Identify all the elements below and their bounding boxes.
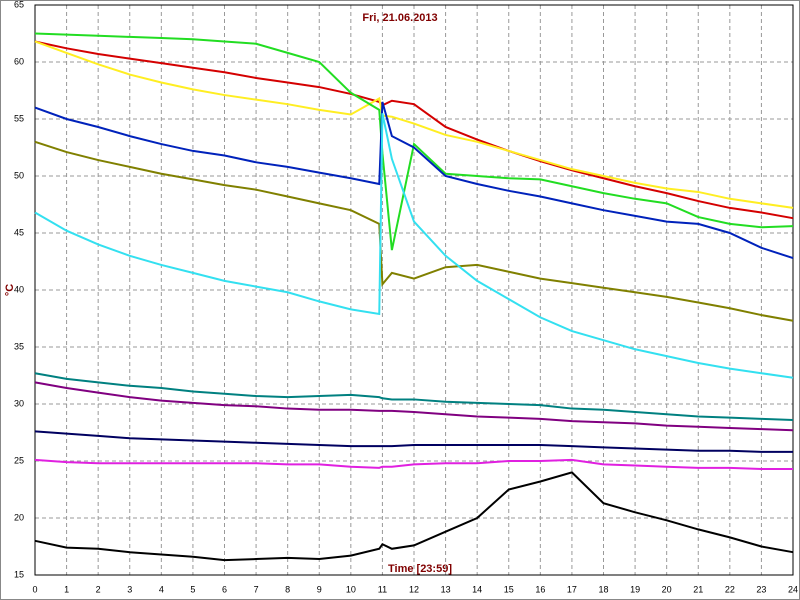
x-tick-label: 13 [441, 584, 451, 594]
series-line [34, 458, 793, 470]
y-tick-label: 20 [14, 512, 24, 522]
x-tick-label: 8 [285, 584, 290, 594]
x-tick-label: 23 [756, 584, 766, 594]
x-tick-label: 18 [598, 584, 608, 594]
x-tick-label: 7 [254, 584, 259, 594]
x-tick-label: 0 [32, 584, 37, 594]
series-line [34, 40, 794, 220]
series-line [34, 140, 794, 322]
series-line [34, 471, 794, 562]
y-axis-label: °C [4, 284, 16, 296]
series-line [34, 101, 794, 260]
x-tick-label: 1 [64, 584, 69, 594]
x-tick-label: 2 [96, 584, 101, 594]
x-tick-label: 21 [693, 584, 703, 594]
x-tick-label: 9 [317, 584, 322, 594]
y-tick-label: 60 [14, 56, 24, 66]
chart-title: Fri, 21.06.2013 [362, 12, 437, 24]
y-tick-label: 65 [14, 0, 24, 9]
y-tick-label: 40 [14, 284, 24, 294]
x-tick-label: 19 [630, 584, 640, 594]
x-tick-label: 20 [662, 584, 672, 594]
y-tick-label: 25 [14, 455, 24, 465]
series-line [34, 40, 794, 209]
y-tick-label: 55 [14, 113, 24, 123]
x-tick-label: 10 [346, 584, 356, 594]
x-tick-label: 15 [504, 584, 514, 594]
series-line [34, 32, 794, 251]
x-tick-label: 16 [535, 584, 545, 594]
x-tick-label: 14 [472, 584, 482, 594]
y-tick-label: 50 [14, 170, 24, 180]
x-tick-label: 5 [190, 584, 195, 594]
x-tick-label: 24 [788, 584, 798, 594]
plot-border [34, 4, 794, 576]
x-tick-label: 4 [159, 584, 164, 594]
series-line [34, 113, 794, 379]
y-tick-label: 45 [14, 227, 24, 237]
y-tick-label: 35 [14, 341, 24, 351]
y-tick-label: 15 [14, 569, 24, 579]
series-line [34, 381, 794, 432]
x-axis-label: Time [23:59] [388, 563, 452, 575]
x-tick-label: 17 [567, 584, 577, 594]
x-tick-label: 11 [378, 584, 387, 594]
x-tick-label: 22 [725, 584, 735, 594]
y-tick-label: 30 [14, 398, 24, 408]
series-line [34, 430, 793, 453]
series-line [34, 372, 794, 421]
x-tick-label: 6 [222, 584, 227, 594]
x-tick-label: 12 [409, 584, 419, 594]
x-tick-label: 3 [127, 584, 132, 594]
